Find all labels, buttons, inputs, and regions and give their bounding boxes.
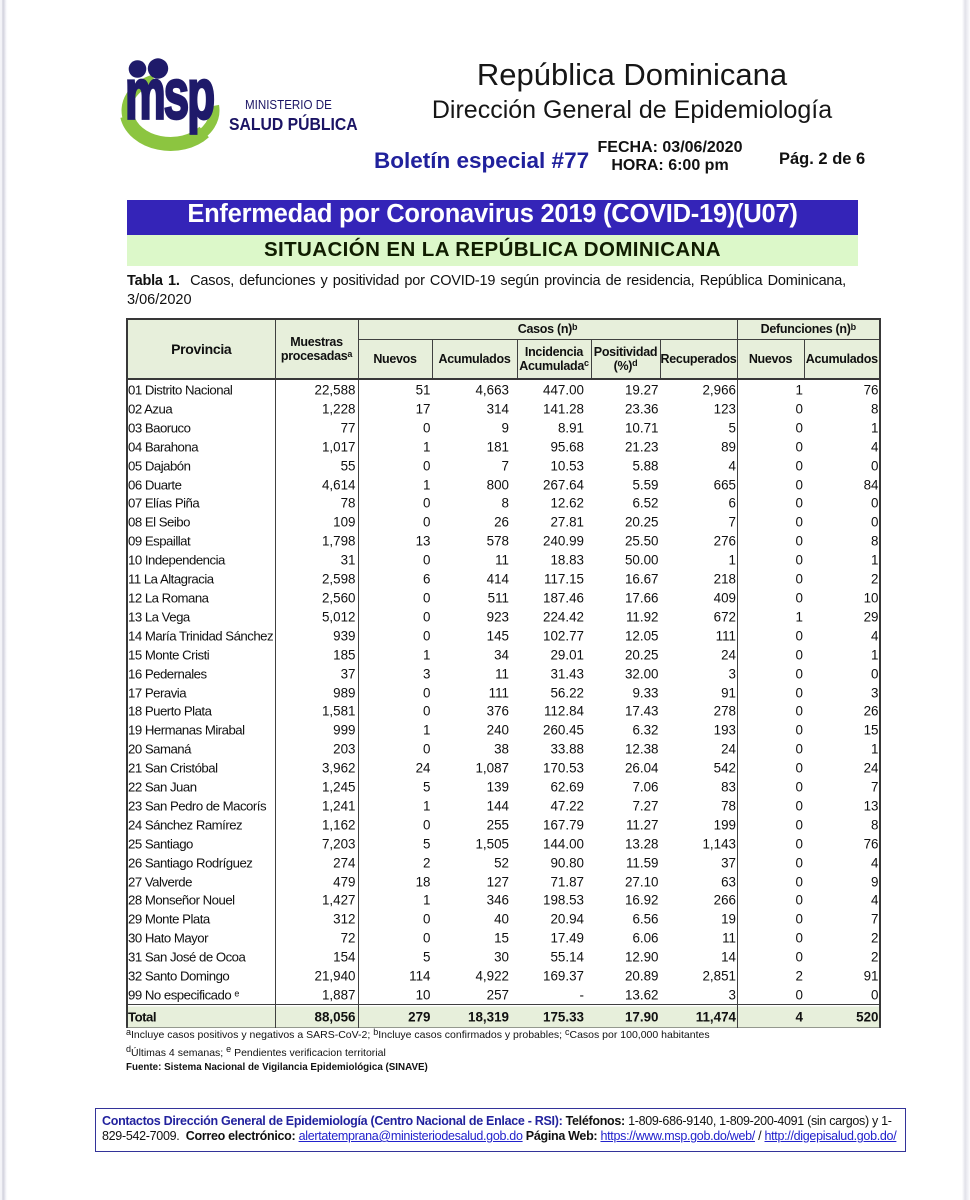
svg-text:msp: msp: [125, 54, 214, 134]
